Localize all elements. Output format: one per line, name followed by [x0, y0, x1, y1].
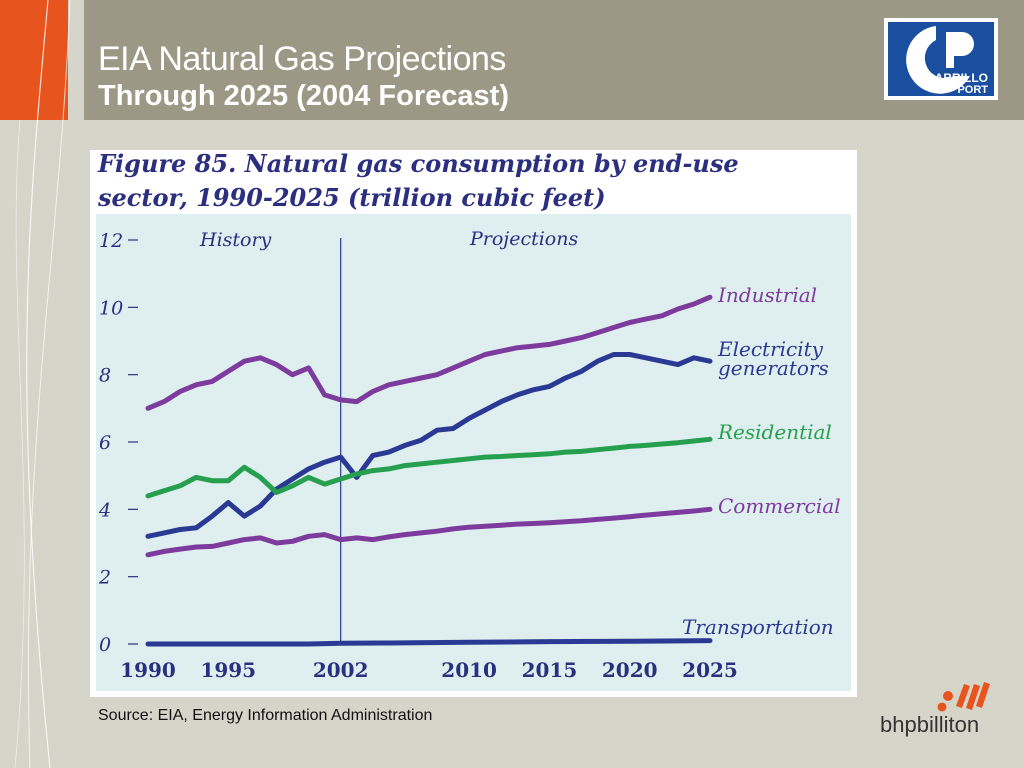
bhp-text: bhpbilliton [880, 712, 979, 737]
y-tick-label: 8 [99, 365, 111, 387]
cabrillo-port-logo: CABRILLO PORT [884, 18, 998, 100]
y-tick-label: 6 [99, 432, 111, 454]
x-tick-label: 2015 [522, 658, 578, 682]
logo-text-port: PORT [957, 84, 988, 96]
logo-text-cabrillo: CABRILLO [926, 71, 988, 85]
series-line-electricity-generators [145, 352, 713, 539]
orange-accent-bar [0, 0, 68, 120]
y-tick-label: 10 [99, 297, 123, 319]
series-line-commercial [145, 506, 713, 558]
series-label-transportation: Transportation [682, 615, 834, 639]
slide-title: EIA Natural Gas Projections [98, 40, 506, 78]
x-tick-label: 2010 [441, 658, 497, 682]
series-label-electricity-generators: Electricity [717, 337, 824, 361]
series-line-residential [145, 436, 713, 499]
x-tick-label: 2020 [602, 658, 658, 682]
figure-panel: Figure 85. Natural gas consumption by en… [90, 150, 857, 697]
series-label-industrial: Industrial [717, 283, 817, 307]
slide-subtitle: Through 2025 (2004 Forecast) [98, 80, 509, 112]
source-note: Source: EIA, Energy Information Administ… [98, 707, 433, 724]
series-label-residential: Residential [717, 420, 832, 444]
series-line-industrial [145, 294, 713, 411]
header-bar: EIA Natural Gas Projections Through 2025… [84, 0, 1024, 120]
history-label: History [199, 229, 272, 251]
projections-label: Projections [469, 228, 578, 250]
x-tick-label: 2002 [313, 658, 369, 682]
chart-title-line1: Figure 85. Natural gas consumption by en… [97, 150, 739, 178]
y-tick-label: 0 [99, 634, 111, 656]
series-line-transportation [145, 638, 713, 647]
y-tick-label: 2 [98, 567, 111, 589]
plot-background [96, 214, 851, 691]
chart: Figure 85. Natural gas consumption by en… [96, 150, 851, 691]
y-tick-label: 12 [99, 230, 123, 252]
bhp-billiton-logo: bhpbilliton [880, 682, 990, 737]
series-label-electricity-generators: generators [718, 356, 829, 380]
decorative-curves [14, 0, 71, 768]
x-tick-label: 2025 [682, 658, 738, 682]
y-tick-label: 4 [98, 499, 111, 521]
series-label-commercial: Commercial [718, 494, 841, 518]
x-tick-label: 1990 [120, 658, 176, 682]
x-tick-label: 1995 [200, 658, 256, 682]
chart-title-line2: sector, 1990-2025 (trillion cubic feet) [97, 183, 606, 212]
